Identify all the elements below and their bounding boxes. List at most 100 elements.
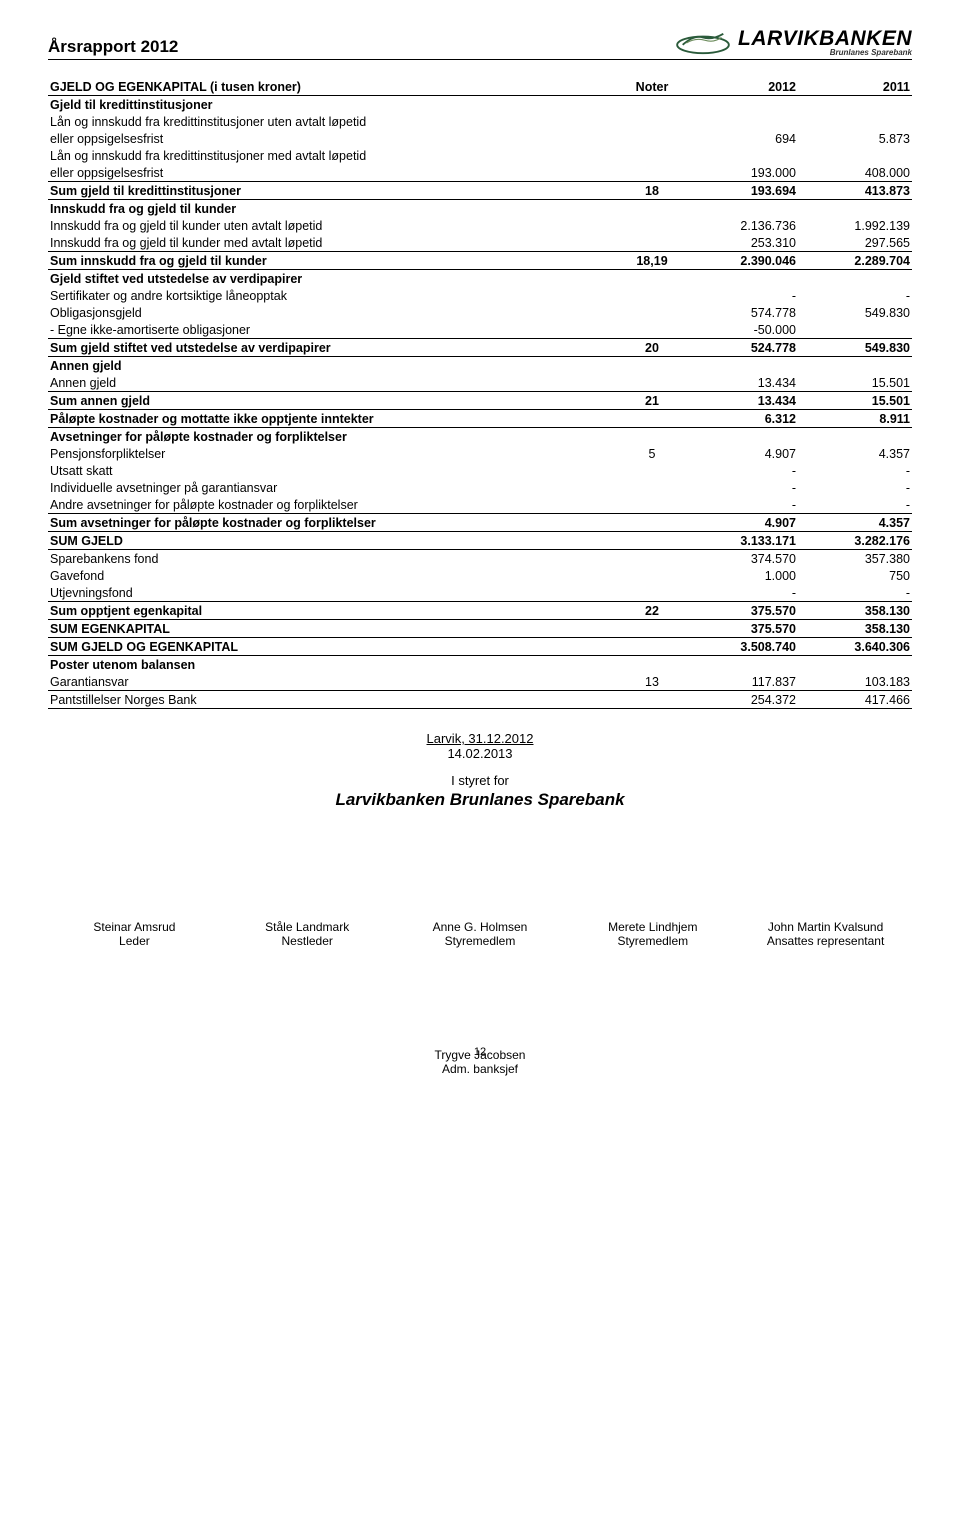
section-heading: Avsetninger for påløpte kostnader og for… xyxy=(48,428,620,446)
row-value: - xyxy=(798,462,912,479)
row-label: - Egne ikke-amortiserte obligasjoner xyxy=(48,321,620,339)
col-2011: 2011 xyxy=(798,78,912,96)
row-value: - xyxy=(684,479,798,496)
sum-gjeld-label: SUM GJELD xyxy=(48,532,620,550)
section-heading: Påløpte kostnader og mottatte ikke opptj… xyxy=(48,410,620,428)
row-label: eller oppsigelsesfrist xyxy=(48,164,620,182)
date-line1: Larvik, 31.12.2012 xyxy=(427,731,534,746)
row-value: 5.873 xyxy=(798,130,912,147)
sum-gjek-label: SUM GJELD OG EGENKAPITAL xyxy=(48,638,620,656)
row-label: Innskudd fra og gjeld til kunder uten av… xyxy=(48,217,620,234)
sum-value: 4.357 xyxy=(798,514,912,532)
sum-value: 3.508.740 xyxy=(684,638,798,656)
sum-label: Sum gjeld stiftet ved utstedelse av verd… xyxy=(48,339,620,357)
row-label: Utsatt skatt xyxy=(48,462,620,479)
col-noter: Noter xyxy=(620,78,684,96)
note-ref: 18 xyxy=(620,182,684,200)
sum-label: Sum avsetninger for påløpte kostnader og… xyxy=(48,514,620,532)
logo-main-text: LARVIKBANKEN xyxy=(738,28,912,49)
note-ref: 22 xyxy=(620,602,684,620)
bank-logo: LARVIKBANKEN Brunlanes Sparebank xyxy=(674,28,912,57)
row-label: Pensjonsforpliktelser xyxy=(48,445,620,462)
row-label: Annen gjeld xyxy=(48,374,620,392)
sig-name: Steinar Amsrud xyxy=(48,920,221,934)
sig-title: Nestleder xyxy=(221,934,394,948)
row-value: 8.911 xyxy=(798,410,912,428)
signature: Steinar Amsrud Leder xyxy=(48,920,221,948)
sum-value: 193.694 xyxy=(684,182,798,200)
sum-value: 413.873 xyxy=(798,182,912,200)
row-label: Individuelle avsetninger på garantiansva… xyxy=(48,479,620,496)
row-value: - xyxy=(684,287,798,304)
row-value: 574.778 xyxy=(684,304,798,321)
row-value: - xyxy=(798,287,912,304)
row-label: Lån og innskudd fra kredittinstitusjoner… xyxy=(48,147,620,164)
row-value: 297.565 xyxy=(798,234,912,252)
row-label: Andre avsetninger for påløpte kostnader … xyxy=(48,496,620,514)
row-label: Obligasjonsgjeld xyxy=(48,304,620,321)
sum-value: 375.570 xyxy=(684,620,798,638)
sum-value: 2.390.046 xyxy=(684,252,798,270)
logo-sub-text: Brunlanes Sparebank xyxy=(738,49,912,57)
sig-title: Ansattes representant xyxy=(739,934,912,948)
table-title: GJELD OG EGENKAPITAL (i tusen kroner) xyxy=(48,78,620,96)
row-label: Gavefond xyxy=(48,567,620,584)
note-ref: 5 xyxy=(620,445,684,462)
row-value: 103.183 xyxy=(798,673,912,691)
row-value: 694 xyxy=(684,130,798,147)
row-value: 253.310 xyxy=(684,234,798,252)
signature: Anne G. Holmsen Styremedlem xyxy=(394,920,567,948)
bank-name: Larvikbanken Brunlanes Sparebank xyxy=(48,790,912,810)
sig-name: Anne G. Holmsen xyxy=(394,920,567,934)
sum-value: 15.501 xyxy=(798,392,912,410)
note-ref: 18,19 xyxy=(620,252,684,270)
row-value: - xyxy=(798,479,912,496)
balance-table: GJELD OG EGENKAPITAL (i tusen kroner) No… xyxy=(48,78,912,709)
section-heading: Poster utenom balansen xyxy=(48,656,620,674)
row-label: Utjevningsfond xyxy=(48,584,620,602)
row-value: 4.907 xyxy=(684,445,798,462)
sum-value: 13.434 xyxy=(684,392,798,410)
report-title: Årsrapport 2012 xyxy=(48,37,178,57)
row-value: 13.434 xyxy=(684,374,798,392)
row-value: - xyxy=(798,584,912,602)
sum-ek-label: SUM EGENKAPITAL xyxy=(48,620,620,638)
place-date: Larvik, 31.12.2012 14.02.2013 xyxy=(48,731,912,761)
row-value: 408.000 xyxy=(798,164,912,182)
row-value: 417.466 xyxy=(798,691,912,709)
sig-name: Ståle Landmark xyxy=(221,920,394,934)
sum-value: 3.282.176 xyxy=(798,532,912,550)
row-label: Lån og innskudd fra kredittinstitusjoner… xyxy=(48,113,620,130)
adm-title: Adm. banksjef xyxy=(48,1062,912,1076)
sum-value: 524.778 xyxy=(684,339,798,357)
row-value: - xyxy=(684,584,798,602)
sum-label: Sum innskudd fra og gjeld til kunder xyxy=(48,252,620,270)
sum-label: Sum gjeld til kredittinstitusjoner xyxy=(48,182,620,200)
col-2012: 2012 xyxy=(684,78,798,96)
sum-label: Sum annen gjeld xyxy=(48,392,620,410)
section-heading: Gjeld stiftet ved utstedelse av verdipap… xyxy=(48,270,620,288)
section-heading: Gjeld til kredittinstitusjoner xyxy=(48,96,620,114)
signature: Merete Lindhjem Styremedlem xyxy=(566,920,739,948)
board-label: I styret for xyxy=(48,773,912,788)
row-value: -50.000 xyxy=(684,321,798,339)
row-value: - xyxy=(684,462,798,479)
row-value: - xyxy=(798,496,912,514)
sum-value: 3.133.171 xyxy=(684,532,798,550)
row-value: 549.830 xyxy=(798,304,912,321)
row-label: Sparebankens fond xyxy=(48,550,620,568)
row-value: 15.501 xyxy=(798,374,912,392)
row-label: Innskudd fra og gjeld til kunder med avt… xyxy=(48,234,620,252)
row-value: 357.380 xyxy=(798,550,912,568)
row-value: 4.357 xyxy=(798,445,912,462)
page-header: Årsrapport 2012 LARVIKBANKEN Brunlanes S… xyxy=(48,28,912,60)
row-value: 2.136.736 xyxy=(684,217,798,234)
sum-value: 358.130 xyxy=(798,602,912,620)
row-label: Pantstillelser Norges Bank xyxy=(48,691,620,709)
note-ref: 21 xyxy=(620,392,684,410)
note-ref: 13 xyxy=(620,673,684,691)
sum-value: 549.830 xyxy=(798,339,912,357)
row-value: 117.837 xyxy=(684,673,798,691)
row-label: Garantiansvar xyxy=(48,673,620,691)
date-line2: 14.02.2013 xyxy=(447,746,512,761)
